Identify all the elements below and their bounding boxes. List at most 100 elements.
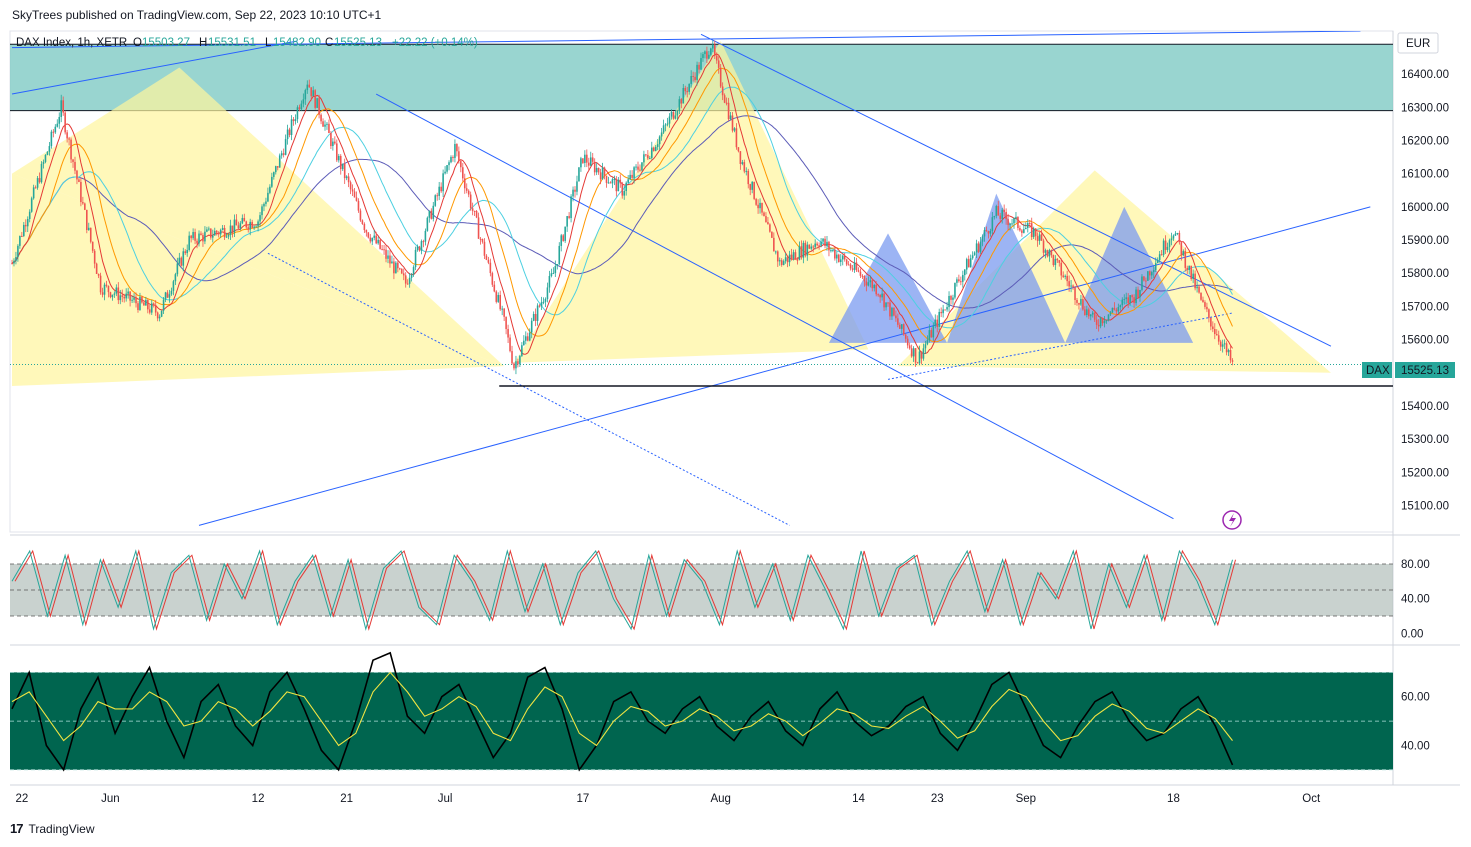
rsi-pane[interactable] xyxy=(10,651,1393,772)
candle-body xyxy=(400,268,403,274)
candle-body xyxy=(584,154,586,163)
candle-body xyxy=(741,162,744,164)
candle-body xyxy=(339,155,342,170)
candle-body xyxy=(21,235,23,237)
stochastic-pane[interactable] xyxy=(10,549,1393,631)
candle-body xyxy=(1076,299,1078,303)
candle-body xyxy=(1133,297,1135,304)
time-tick-label: 18 xyxy=(1167,793,1180,805)
candle-body xyxy=(115,287,118,294)
candle-body xyxy=(904,334,907,339)
candle-body xyxy=(1208,309,1210,318)
candle-body xyxy=(1213,329,1216,334)
candle-body xyxy=(668,116,671,124)
candle-body xyxy=(523,340,525,346)
candle-body xyxy=(645,154,647,156)
candle-body xyxy=(1038,234,1041,241)
candle-body xyxy=(993,215,996,218)
candle-body xyxy=(105,284,108,286)
price-tick-label: 15200.00 xyxy=(1401,467,1449,479)
candle-body xyxy=(273,172,275,177)
candle-body xyxy=(999,215,1002,219)
candle-body xyxy=(52,131,55,133)
candle-body xyxy=(109,292,112,298)
candle-body xyxy=(944,309,946,311)
candle-body xyxy=(839,259,842,263)
candle-body xyxy=(1097,324,1100,327)
legend-close-label: C xyxy=(325,37,333,49)
candle-body xyxy=(414,249,417,268)
candle-body xyxy=(1141,276,1143,290)
time-tick-label: Sep xyxy=(1016,793,1036,805)
candle-body xyxy=(223,227,226,238)
candle-body xyxy=(170,290,173,295)
candle-body xyxy=(948,295,950,308)
candle-body xyxy=(958,279,960,282)
candle-body xyxy=(168,294,171,298)
candle-body xyxy=(1056,258,1059,261)
candle-body xyxy=(576,181,578,192)
candle-body xyxy=(101,292,104,295)
candle-body xyxy=(1005,211,1007,220)
candle-body xyxy=(698,64,700,70)
candle-body xyxy=(560,235,563,246)
candle-body xyxy=(359,210,362,221)
candle-body xyxy=(930,330,933,338)
candle-body xyxy=(377,239,379,244)
candle-body xyxy=(519,355,521,365)
candle-body xyxy=(912,348,915,357)
candle-body xyxy=(1190,265,1192,280)
candle-body xyxy=(420,241,423,251)
candle-body xyxy=(731,115,734,131)
candle-body xyxy=(1025,227,1027,230)
candle-body xyxy=(924,344,927,349)
candle-body xyxy=(251,221,253,228)
candle-body xyxy=(337,155,340,161)
candle-body xyxy=(355,197,358,201)
candle-body xyxy=(775,251,777,253)
candle-body xyxy=(515,361,517,369)
candle-body xyxy=(853,262,856,270)
candle-body xyxy=(46,151,49,155)
candle-body xyxy=(1198,286,1200,293)
candle-body xyxy=(1129,295,1131,304)
main-price-pane[interactable] xyxy=(10,31,1399,526)
candle-body xyxy=(1194,273,1196,289)
candle-body xyxy=(487,259,490,263)
candle-body xyxy=(300,103,303,110)
candle-body xyxy=(637,166,639,170)
candle-body xyxy=(771,231,773,238)
candle-body xyxy=(383,249,385,251)
footer-brand[interactable]: TradingView xyxy=(28,821,95,836)
candle-body xyxy=(255,226,257,228)
candle-body xyxy=(538,305,541,307)
candle-body xyxy=(302,99,305,104)
candle-body xyxy=(1174,233,1177,236)
candle-body xyxy=(485,255,488,260)
candle-body xyxy=(511,351,513,364)
candle-body xyxy=(582,158,584,163)
candle-body xyxy=(861,275,864,277)
candle-body xyxy=(1093,312,1096,320)
candle-body xyxy=(1143,276,1145,281)
candle-body xyxy=(1054,258,1057,266)
candle-body xyxy=(89,227,92,242)
candle-body xyxy=(1184,251,1187,268)
candle-body xyxy=(477,217,480,239)
legend-close-value: 15525.13 xyxy=(334,37,382,49)
candle-body xyxy=(751,181,753,190)
candle-body xyxy=(528,332,531,341)
candle-body xyxy=(1168,240,1171,247)
currency-button[interactable] xyxy=(1397,32,1439,54)
candle-body xyxy=(761,202,763,213)
candle-body xyxy=(1074,287,1076,300)
candle-body xyxy=(824,238,826,246)
candle-body xyxy=(219,229,222,235)
candle-body xyxy=(981,236,984,242)
candle-body xyxy=(86,209,88,231)
candle-body xyxy=(1070,285,1072,287)
price-tick-label: 15700.00 xyxy=(1401,301,1449,313)
candle-body xyxy=(150,303,153,313)
candle-body xyxy=(113,293,116,295)
